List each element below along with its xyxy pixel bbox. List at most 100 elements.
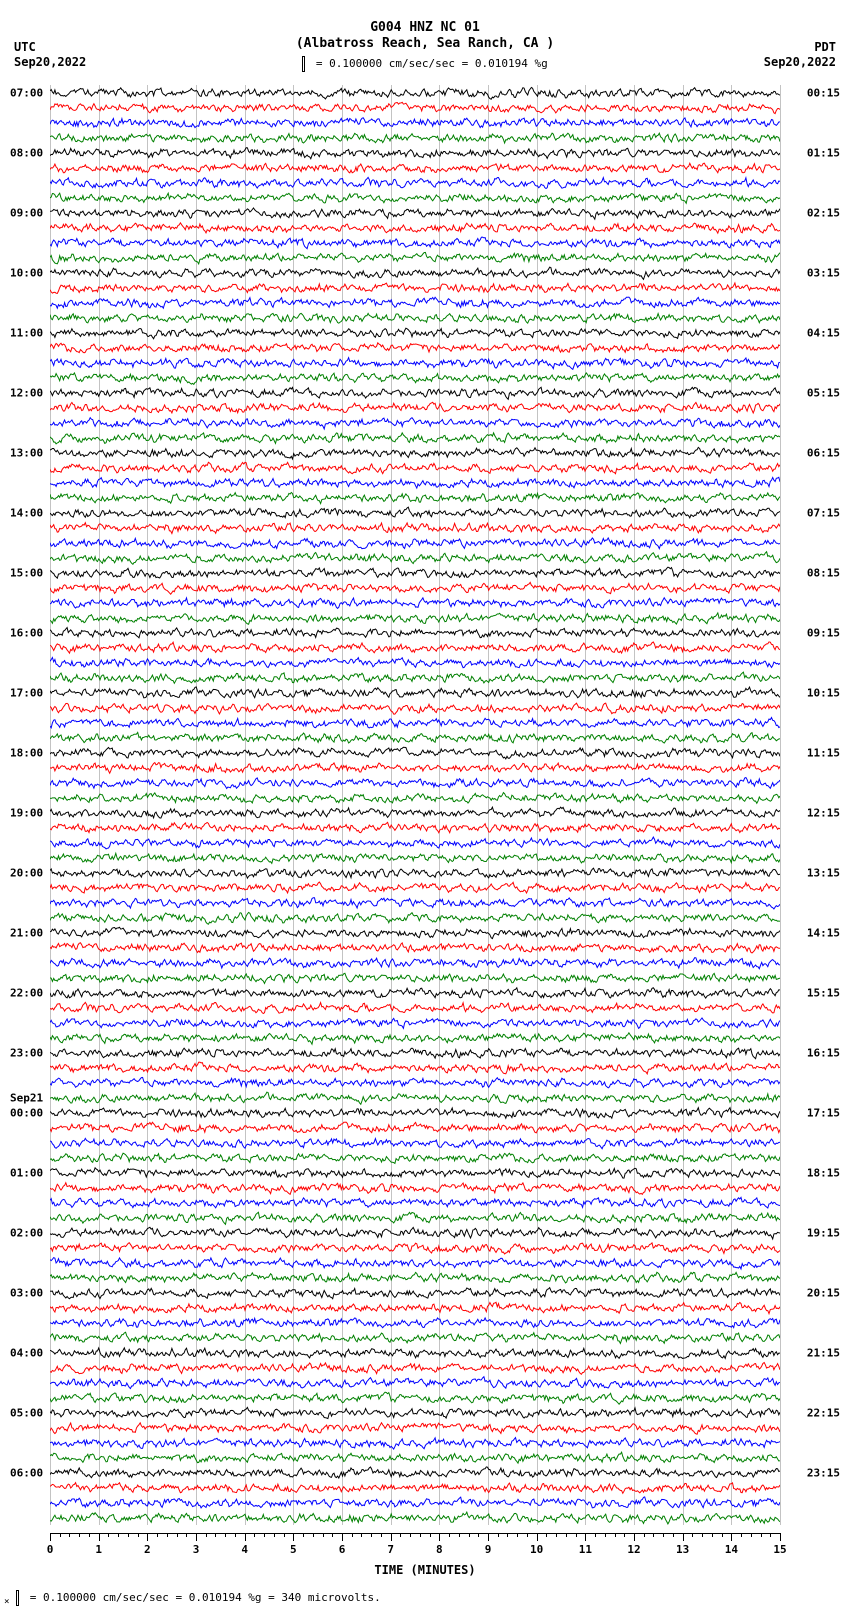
right-time-label: 08:15 [807,566,840,579]
right-time-label: 04:15 [807,326,840,339]
x-tick-label: 11 [579,1543,592,1556]
right-time-label: 07:15 [807,506,840,519]
left-time-label: 04:00 [10,1346,43,1359]
left-time-label: 19:00 [10,806,43,819]
x-tick-major [391,1533,392,1541]
left-time-label: 00:00 [10,1106,43,1119]
left-date-label: Sep21 [10,1091,43,1104]
x-tick-major [731,1533,732,1541]
left-time-label: 13:00 [10,446,43,459]
left-time-label: 09:00 [10,206,43,219]
x-tick-label: 1 [95,1543,102,1556]
x-tick-major [342,1533,343,1541]
x-tick-label: 0 [47,1543,54,1556]
footer-sub-icon: × [4,1596,10,1607]
right-time-label: 01:15 [807,146,840,159]
left-time-label: 16:00 [10,626,43,639]
x-tick-label: 7 [387,1543,394,1556]
right-time-label: 15:15 [807,986,840,999]
x-tick-major [245,1533,246,1541]
left-time-label: 20:00 [10,866,43,879]
x-tick-label: 5 [290,1543,297,1556]
x-axis-baseline [50,1533,780,1534]
x-tick-label: 2 [144,1543,151,1556]
x-axis-title: TIME (MINUTES) [0,1563,850,1577]
left-time-label: 05:00 [10,1406,43,1419]
scale-text: = 0.100000 cm/sec/sec = 0.010194 %g [309,57,547,70]
footer-scale: × = 0.100000 cm/sec/sec = 0.010194 %g = … [4,1590,381,1607]
x-tick-major [634,1533,635,1541]
right-time-label: 19:15 [807,1226,840,1239]
left-time-label: 21:00 [10,926,43,939]
x-tick-major [147,1533,148,1541]
tz-right: PDT [814,40,836,54]
left-time-label: 14:00 [10,506,43,519]
left-time-label: 17:00 [10,686,43,699]
right-time-label: 09:15 [807,626,840,639]
x-tick-label: 4 [241,1543,248,1556]
x-tick-major [293,1533,294,1541]
right-time-label: 03:15 [807,266,840,279]
x-tick-label: 8 [436,1543,443,1556]
right-time-label: 23:15 [807,1466,840,1479]
left-time-label: 01:00 [10,1166,43,1179]
left-time-label: 10:00 [10,266,43,279]
left-time-label: 23:00 [10,1046,43,1059]
helicorder-container: G004 HNZ NC 01 (Albatross Reach, Sea Ran… [0,0,850,1613]
right-time-label: 14:15 [807,926,840,939]
right-time-label: 18:15 [807,1166,840,1179]
x-tick-label: 10 [530,1543,543,1556]
x-tick-major [50,1533,51,1541]
station-title: G004 HNZ NC 01 [0,20,850,35]
x-tick-major [196,1533,197,1541]
right-time-label: 00:15 [807,86,840,99]
left-time-label: 03:00 [10,1286,43,1299]
left-time-label: 06:00 [10,1466,43,1479]
right-time-label: 11:15 [807,746,840,759]
x-tick-major [99,1533,100,1541]
left-time-label: 11:00 [10,326,43,339]
grid-line [780,85,781,1525]
tz-left: UTC [14,40,36,54]
x-tick-major [585,1533,586,1541]
right-time-label: 13:15 [807,866,840,879]
date-right: Sep20,2022 [764,55,836,69]
x-tick-label: 14 [725,1543,738,1556]
plot-area [50,85,780,1525]
trace [50,1503,780,1533]
footer-scale-bar-icon [16,1590,19,1606]
location-title: (Albatross Reach, Sea Ranch, CA ) [0,36,850,51]
scale-bar-icon [302,56,305,72]
left-time-label: 08:00 [10,146,43,159]
right-time-label: 22:15 [807,1406,840,1419]
footer-text: = 0.100000 cm/sec/sec = 0.010194 %g = 34… [23,1591,381,1604]
x-tick-major [780,1533,781,1541]
x-tick-label: 9 [485,1543,492,1556]
right-time-label: 16:15 [807,1046,840,1059]
x-tick-label: 12 [627,1543,640,1556]
x-axis: 0123456789101112131415 [50,1533,780,1563]
x-tick-label: 6 [339,1543,346,1556]
x-tick-label: 3 [193,1543,200,1556]
right-time-label: 17:15 [807,1106,840,1119]
right-time-label: 10:15 [807,686,840,699]
left-time-label: 22:00 [10,986,43,999]
scale-line: = 0.100000 cm/sec/sec = 0.010194 %g [0,56,850,72]
left-time-label: 07:00 [10,86,43,99]
x-tick-major [439,1533,440,1541]
right-time-label: 02:15 [807,206,840,219]
x-tick-major [488,1533,489,1541]
left-time-label: 12:00 [10,386,43,399]
right-time-label: 05:15 [807,386,840,399]
right-time-label: 12:15 [807,806,840,819]
left-time-label: 15:00 [10,566,43,579]
right-time-label: 20:15 [807,1286,840,1299]
x-tick-label: 15 [773,1543,786,1556]
left-time-label: 02:00 [10,1226,43,1239]
x-tick-label: 13 [676,1543,689,1556]
date-left: Sep20,2022 [14,55,86,69]
left-time-label: 18:00 [10,746,43,759]
x-tick-major [683,1533,684,1541]
right-time-label: 06:15 [807,446,840,459]
right-time-label: 21:15 [807,1346,840,1359]
